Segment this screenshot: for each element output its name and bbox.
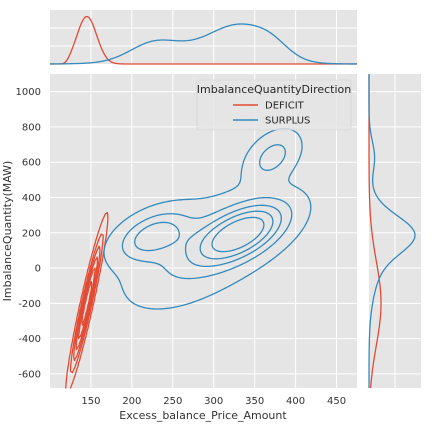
contour-deficit-level-0 bbox=[65, 212, 109, 389]
y-tick-label: -200 bbox=[18, 299, 41, 310]
legend-title: ImbalanceQuantityDirection bbox=[197, 83, 352, 96]
y-tick-label: 0 bbox=[35, 264, 41, 275]
x-tick-label: 300 bbox=[204, 396, 223, 407]
marginal-y-deficit bbox=[368, 74, 382, 389]
x-tick-label: 200 bbox=[122, 396, 141, 407]
y-tick-label: 400 bbox=[22, 193, 41, 204]
x-tick-label: 250 bbox=[163, 396, 182, 407]
contour-deficit-level-5 bbox=[81, 280, 93, 326]
y-tick-label: 1000 bbox=[16, 87, 41, 98]
marginal-x-deficit bbox=[50, 15, 357, 65]
marginal-y-panel bbox=[368, 74, 421, 389]
x-tick-label: 450 bbox=[327, 396, 346, 407]
y-tick-label: -600 bbox=[18, 369, 41, 380]
contour-deficit-level-4 bbox=[77, 267, 96, 340]
legend-box bbox=[196, 79, 352, 131]
marginal-y-surplus bbox=[368, 74, 416, 388]
x-tick-label: 150 bbox=[81, 396, 100, 407]
marginal-x-panel bbox=[49, 10, 358, 65]
contour-deficit-level-1 bbox=[69, 233, 104, 374]
contour-deficit-level-2 bbox=[73, 245, 101, 362]
legend-entry-deficit: DEFICIT bbox=[265, 101, 305, 112]
legend: ImbalanceQuantityDirection DEFICIT SURPL… bbox=[196, 79, 352, 131]
contour-surplus-level-0 bbox=[103, 127, 312, 310]
x-axis-label: Excess_balance_Price_Amount bbox=[119, 409, 287, 422]
marginal-x-surplus bbox=[49, 23, 358, 65]
y-tick-labels: -600 -400 -200 0 200 400 600 800 1000 bbox=[16, 87, 41, 380]
contour-surplus-level-2 bbox=[134, 204, 282, 268]
y-tick-label: 200 bbox=[22, 228, 41, 239]
y-tick-label: 600 bbox=[22, 158, 41, 169]
contour-surplus-level-1 bbox=[121, 144, 293, 280]
y-axis-label: ImbalanceQuantity(MAW) bbox=[1, 161, 14, 302]
contour-surplus-level-4 bbox=[211, 216, 265, 253]
y-tick-label: 800 bbox=[22, 122, 41, 133]
x-tick-label: 350 bbox=[245, 396, 264, 407]
contour-deficit-level-3 bbox=[75, 256, 99, 351]
contour-surplus-level-3 bbox=[199, 210, 274, 260]
x-tick-labels: 150 200 250 300 350 400 450 bbox=[81, 396, 346, 407]
legend-entry-surplus: SURPLUS bbox=[265, 116, 310, 127]
x-tick-label: 400 bbox=[286, 396, 305, 407]
y-tick-label: -400 bbox=[18, 334, 41, 345]
